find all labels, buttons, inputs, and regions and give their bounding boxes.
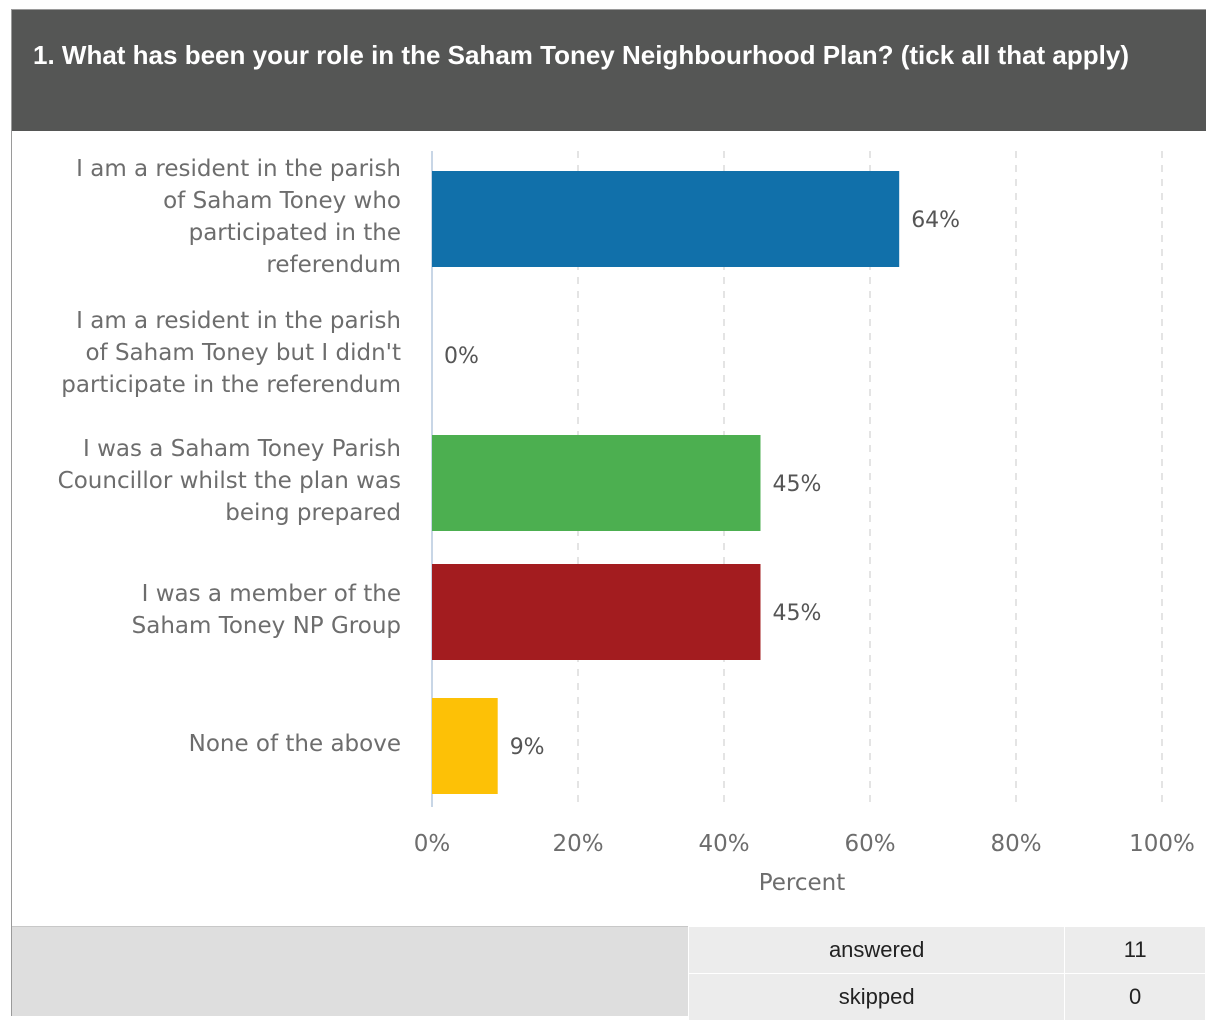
- bar-5: [432, 698, 498, 794]
- category-label-5: None of the above: [188, 731, 401, 757]
- answered-count: 11: [1064, 926, 1206, 974]
- bar-value-label-3: 45%: [773, 472, 822, 497]
- bar-value-label-1: 64%: [911, 208, 960, 233]
- x-tick-label-0: 0%: [414, 831, 451, 857]
- question-title: 1. What has been your role in the Saham …: [12, 10, 1206, 131]
- bar-value-label-4: 45%: [773, 601, 822, 626]
- skipped-count: 0: [1064, 973, 1206, 1021]
- x-tick-label-60: 60%: [844, 831, 895, 857]
- bar-1: [432, 171, 900, 267]
- bar-chart: 64% 0% 45% 45% 9% 0% 20% 40% 60% 80% 100% Percent I…: [12, 131, 1206, 926]
- skipped-label: skipped: [687, 973, 1066, 1021]
- bar-4: [432, 564, 761, 660]
- answered-row: answered 11: [687, 926, 1206, 974]
- bar-value-label-2: 0%: [444, 344, 479, 369]
- x-tick-label-20: 20%: [552, 831, 603, 857]
- bar-value-label-5: 9%: [510, 735, 545, 760]
- category-label-3: I was a Saham Toney Parish Councillor wh…: [57, 436, 401, 526]
- x-axis-title: Percent: [759, 870, 846, 896]
- skipped-row: skipped 0: [687, 973, 1206, 1021]
- footer-spacer: [12, 926, 688, 1016]
- response-summary-table: answered 11 skipped 0: [687, 926, 1206, 1021]
- x-tick-label-80: 80%: [990, 831, 1041, 857]
- bar-3: [432, 435, 761, 531]
- x-tick-label-100: 100%: [1129, 831, 1195, 857]
- chart-canvas: 64% 0% 45% 45% 9% 0% 20% 40% 60% 80% 100% Percent: [414, 151, 1195, 896]
- category-label-4: I was a member of the Saham Toney NP Gro…: [131, 581, 401, 639]
- category-label-2: I am a resident in the parish of Saham T…: [61, 308, 401, 398]
- answered-label: answered: [687, 926, 1066, 974]
- x-tick-label-40: 40%: [698, 831, 749, 857]
- category-label-1: I am a resident in the parish of Saham T…: [76, 156, 401, 278]
